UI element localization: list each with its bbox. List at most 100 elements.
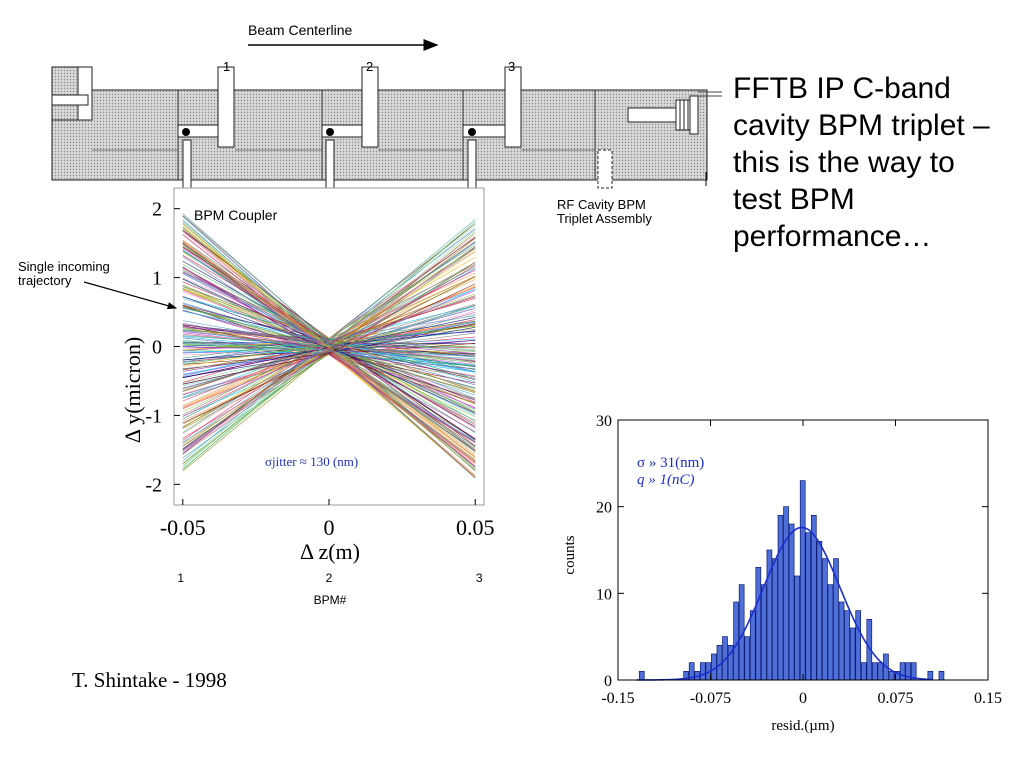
histogram-x-tick-label: 0.075 xyxy=(878,690,914,707)
histogram-x-tick-label: -0.15 xyxy=(601,690,634,707)
histogram-bar xyxy=(783,506,789,681)
trajectory-line xyxy=(182,254,476,429)
bpm-triplet-diagram: Beam Centerline 1 xyxy=(51,22,722,226)
residual-histogram: 0 10 20 30 -0.15 -0.075 0 0.075 0.15 σ » 31(nm)… xyxy=(562,413,1002,734)
histogram-bar xyxy=(772,558,778,681)
trajectory-line xyxy=(182,303,476,386)
trajectory-y-axis-label: Δ y(micron) xyxy=(120,337,145,443)
histogram-bar xyxy=(877,662,884,681)
bpm-coupler-1 xyxy=(177,66,235,209)
trajectory-line xyxy=(182,329,476,352)
trajectory-line xyxy=(182,240,476,455)
trajectory-line xyxy=(182,238,476,464)
histogram-y-tick-label: 20 xyxy=(596,500,612,517)
trajectory-line xyxy=(182,242,476,463)
bpm-axis-label: 2 xyxy=(326,571,333,585)
histogram-bar xyxy=(788,523,795,681)
trajectory-x-tick-label: -0.05 xyxy=(160,515,206,540)
histogram-bar xyxy=(777,514,784,681)
diagram-bpm-number-3: 3 xyxy=(508,59,515,74)
histogram-x-tick-label: -0.075 xyxy=(690,690,731,707)
trajectory-line xyxy=(182,222,476,471)
trajectory-line xyxy=(182,296,476,401)
trajectory-x-axis-label: Δ z(m) xyxy=(300,539,360,564)
histogram-bar xyxy=(827,584,834,681)
incoming-trajectory-label-line1: Single incoming xyxy=(18,259,110,274)
trajectory-y-tick-label: 2 xyxy=(152,199,162,221)
jitter-label: σjitter ≈ 130 (nm) xyxy=(265,454,358,469)
cavity-body xyxy=(51,89,708,181)
diagram-bpm-number-2: 2 xyxy=(366,59,373,74)
histogram-y-tick-label: 30 xyxy=(596,413,612,430)
trajectory-line xyxy=(182,262,476,447)
histogram-bar xyxy=(794,575,800,681)
histogram-x-ticks: -0.15 -0.075 0 0.075 0.15 xyxy=(601,420,1002,707)
histogram-bar xyxy=(838,601,845,681)
histogram-bar xyxy=(699,662,706,681)
trajectory-y-tick-label: -1 xyxy=(145,405,162,427)
trajectory-line xyxy=(182,267,476,443)
bpm-coupler-label: BPM Coupler xyxy=(194,207,278,223)
trajectory-x-tick-label: 0.05 xyxy=(456,515,495,540)
histogram-bars xyxy=(638,480,945,681)
trajectory-bpm-axis: 1 2 3 xyxy=(177,571,482,585)
trajectory-line xyxy=(182,283,476,424)
trajectory-line xyxy=(182,236,476,450)
assembly-label-line1: RF Cavity BPM xyxy=(557,197,646,212)
trajectory-line xyxy=(182,290,476,409)
histogram-bar xyxy=(755,566,762,681)
histogram-bar xyxy=(849,627,856,681)
histogram-y-axis-label: counts xyxy=(562,535,578,574)
bpm-coupler-3 xyxy=(462,66,522,209)
gaussian-fit-curve xyxy=(636,526,933,681)
histogram-bar xyxy=(638,670,645,681)
histogram-bar xyxy=(822,558,828,681)
trajectory-x-ticks: -0.05 0 0.05 xyxy=(160,499,495,540)
diagram-bpm-number-1: 1 xyxy=(223,59,230,74)
histogram-x-tick-label: 0 xyxy=(799,690,807,707)
histogram-charge-annotation: q » 1(nC) xyxy=(637,472,695,488)
histogram-y-ticks: 0 10 20 30 xyxy=(596,413,988,690)
trajectory-y-tick-label: 0 xyxy=(152,337,162,359)
beam-centerline-label: Beam Centerline xyxy=(248,22,352,38)
trajectory-line xyxy=(182,241,476,457)
trajectory-chart: 2 1 0 -1 -2 -0.05 0 0.05 1 2 3 BPM Coupler Singl… xyxy=(18,187,495,607)
slide-side-text: FFTB IP C-band cavity BPM triplet – this… xyxy=(733,72,990,253)
histogram-bar xyxy=(899,662,906,681)
right-connector xyxy=(627,91,722,135)
histogram-y-tick-label: 0 xyxy=(604,673,612,690)
histogram-x-tick-label: 0.15 xyxy=(974,690,1002,707)
histogram-bar xyxy=(816,540,823,681)
left-feedthrough xyxy=(51,94,89,106)
histogram-bar xyxy=(805,532,812,681)
trajectory-line xyxy=(182,248,476,429)
histogram-bar xyxy=(744,636,751,681)
histogram-bar xyxy=(810,514,817,681)
histogram-x-axis-label: resid.(µm) xyxy=(771,718,834,734)
histogram-bar xyxy=(844,610,850,681)
trajectory-line xyxy=(182,325,476,365)
histogram-sigma-annotation: σ » 31(nm) xyxy=(637,455,704,471)
bpm-axis-label: 3 xyxy=(476,571,483,585)
histogram-bar xyxy=(799,480,806,681)
histogram-bar xyxy=(938,670,945,681)
histogram-bar xyxy=(860,662,867,681)
histogram-bar xyxy=(855,610,862,681)
histogram-bar xyxy=(872,662,878,681)
trajectory-line xyxy=(182,331,476,347)
trajectory-y-tick-label: -2 xyxy=(145,474,162,496)
trajectory-lines xyxy=(182,213,476,479)
histogram-bar xyxy=(888,670,895,681)
trajectory-line xyxy=(182,251,476,445)
trajectory-line xyxy=(182,322,476,378)
trajectory-y-ticks: 2 1 0 -1 -2 xyxy=(145,199,180,496)
trajectory-line xyxy=(182,264,476,422)
histogram-y-tick-label: 10 xyxy=(596,586,612,603)
bpm-axis-title: BPM# xyxy=(314,593,347,607)
incoming-trajectory-arrow xyxy=(83,281,178,310)
tuning-port xyxy=(597,149,613,189)
histogram-bar xyxy=(761,584,767,681)
bpm-axis-label: 1 xyxy=(177,571,184,585)
trajectory-x-tick-label: 0 xyxy=(324,515,335,540)
assembly-label-line2: Triplet Assembly xyxy=(557,211,652,226)
